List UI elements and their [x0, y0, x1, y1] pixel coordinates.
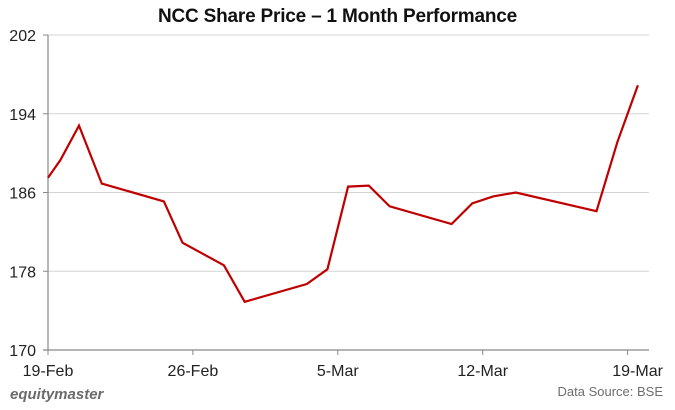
- x-tick-label: 19-Mar: [612, 363, 663, 380]
- y-tick-label: 202: [9, 28, 36, 45]
- y-tick-label: 186: [9, 186, 36, 203]
- gridlines: [48, 34, 649, 272]
- x-axis-ticks: 19-Feb 26-Feb 5-Mar 12-Mar 19-Mar: [23, 350, 664, 380]
- y-tick-label: 178: [9, 264, 36, 281]
- chart-title: NCC Share Price – 1 Month Performance: [158, 6, 517, 27]
- share-price-line: [47, 84, 639, 304]
- x-tick-label: 19-Feb: [23, 363, 74, 380]
- y-tick-label: 194: [9, 107, 36, 124]
- y-tick-label: 170: [9, 343, 36, 360]
- y-axis-ticks: 170 178 186 194 202: [9, 28, 48, 360]
- x-tick-label: 26-Feb: [168, 363, 219, 380]
- data-source-label: Data Source: BSE: [557, 384, 664, 399]
- x-tick-label: 12-Mar: [457, 363, 508, 380]
- x-tick-label: 5-Mar: [317, 363, 359, 380]
- brand-logo: equitymaster: [10, 386, 104, 403]
